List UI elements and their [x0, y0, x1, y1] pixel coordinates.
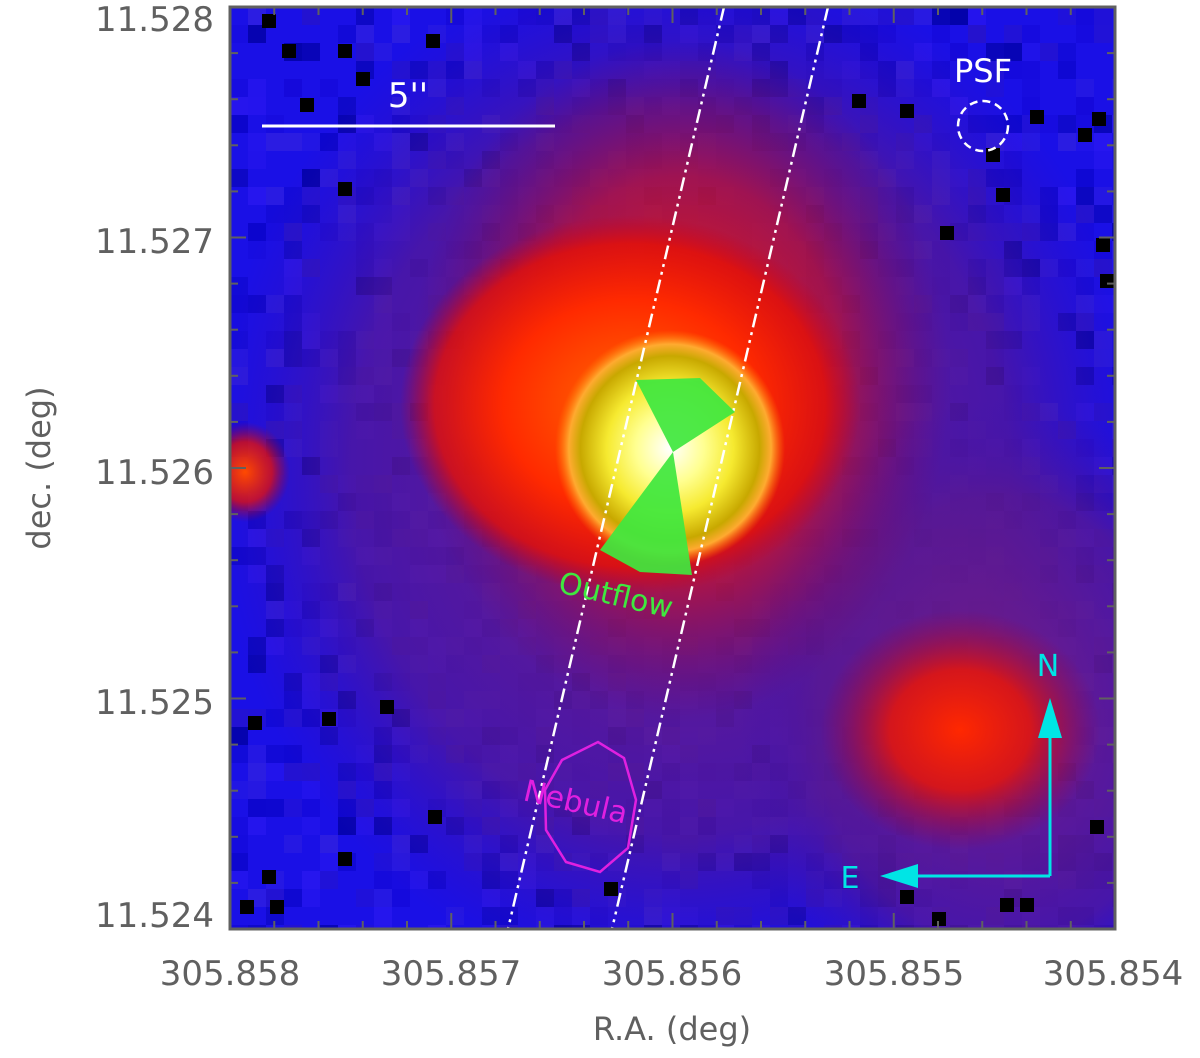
east-label: E [841, 861, 860, 896]
dark-pixels [240, 14, 1114, 926]
y-tick-label: 11.525 [95, 683, 214, 723]
y-tick-label: 11.527 [95, 222, 214, 262]
nebula-contour [543, 740, 638, 874]
y-tick-label: 11.528 [95, 0, 214, 40]
x-tick-label: 305.854 [1043, 954, 1184, 994]
slit-lines [506, 6, 830, 930]
outflow-cones [600, 378, 735, 575]
y-tick-label: 11.524 [95, 896, 214, 936]
x-tick-label: 305.857 [381, 954, 522, 994]
x-tick-label: 305.858 [160, 954, 301, 994]
psf-circle [956, 99, 1010, 153]
compass [880, 698, 1062, 888]
x-tick-label: 305.855 [824, 954, 965, 994]
north-label: N [1037, 649, 1059, 684]
sky-image [230, 7, 1115, 929]
axes [228, 5, 1117, 931]
x-tick-label: 305.856 [602, 954, 743, 994]
scale-bar-label: 5'' [388, 76, 428, 116]
y-tick-labels: 11.528 11.527 11.526 11.525 11.524 [95, 0, 214, 936]
x-axis-title: R.A. (deg) [593, 1010, 751, 1048]
psf-label: PSF [954, 52, 1012, 90]
y-axis-title: dec. (deg) [20, 386, 58, 549]
y-tick-label: 11.526 [95, 453, 214, 493]
x-tick-labels: 305.858 305.857 305.856 305.855 305.854 [160, 954, 1184, 994]
